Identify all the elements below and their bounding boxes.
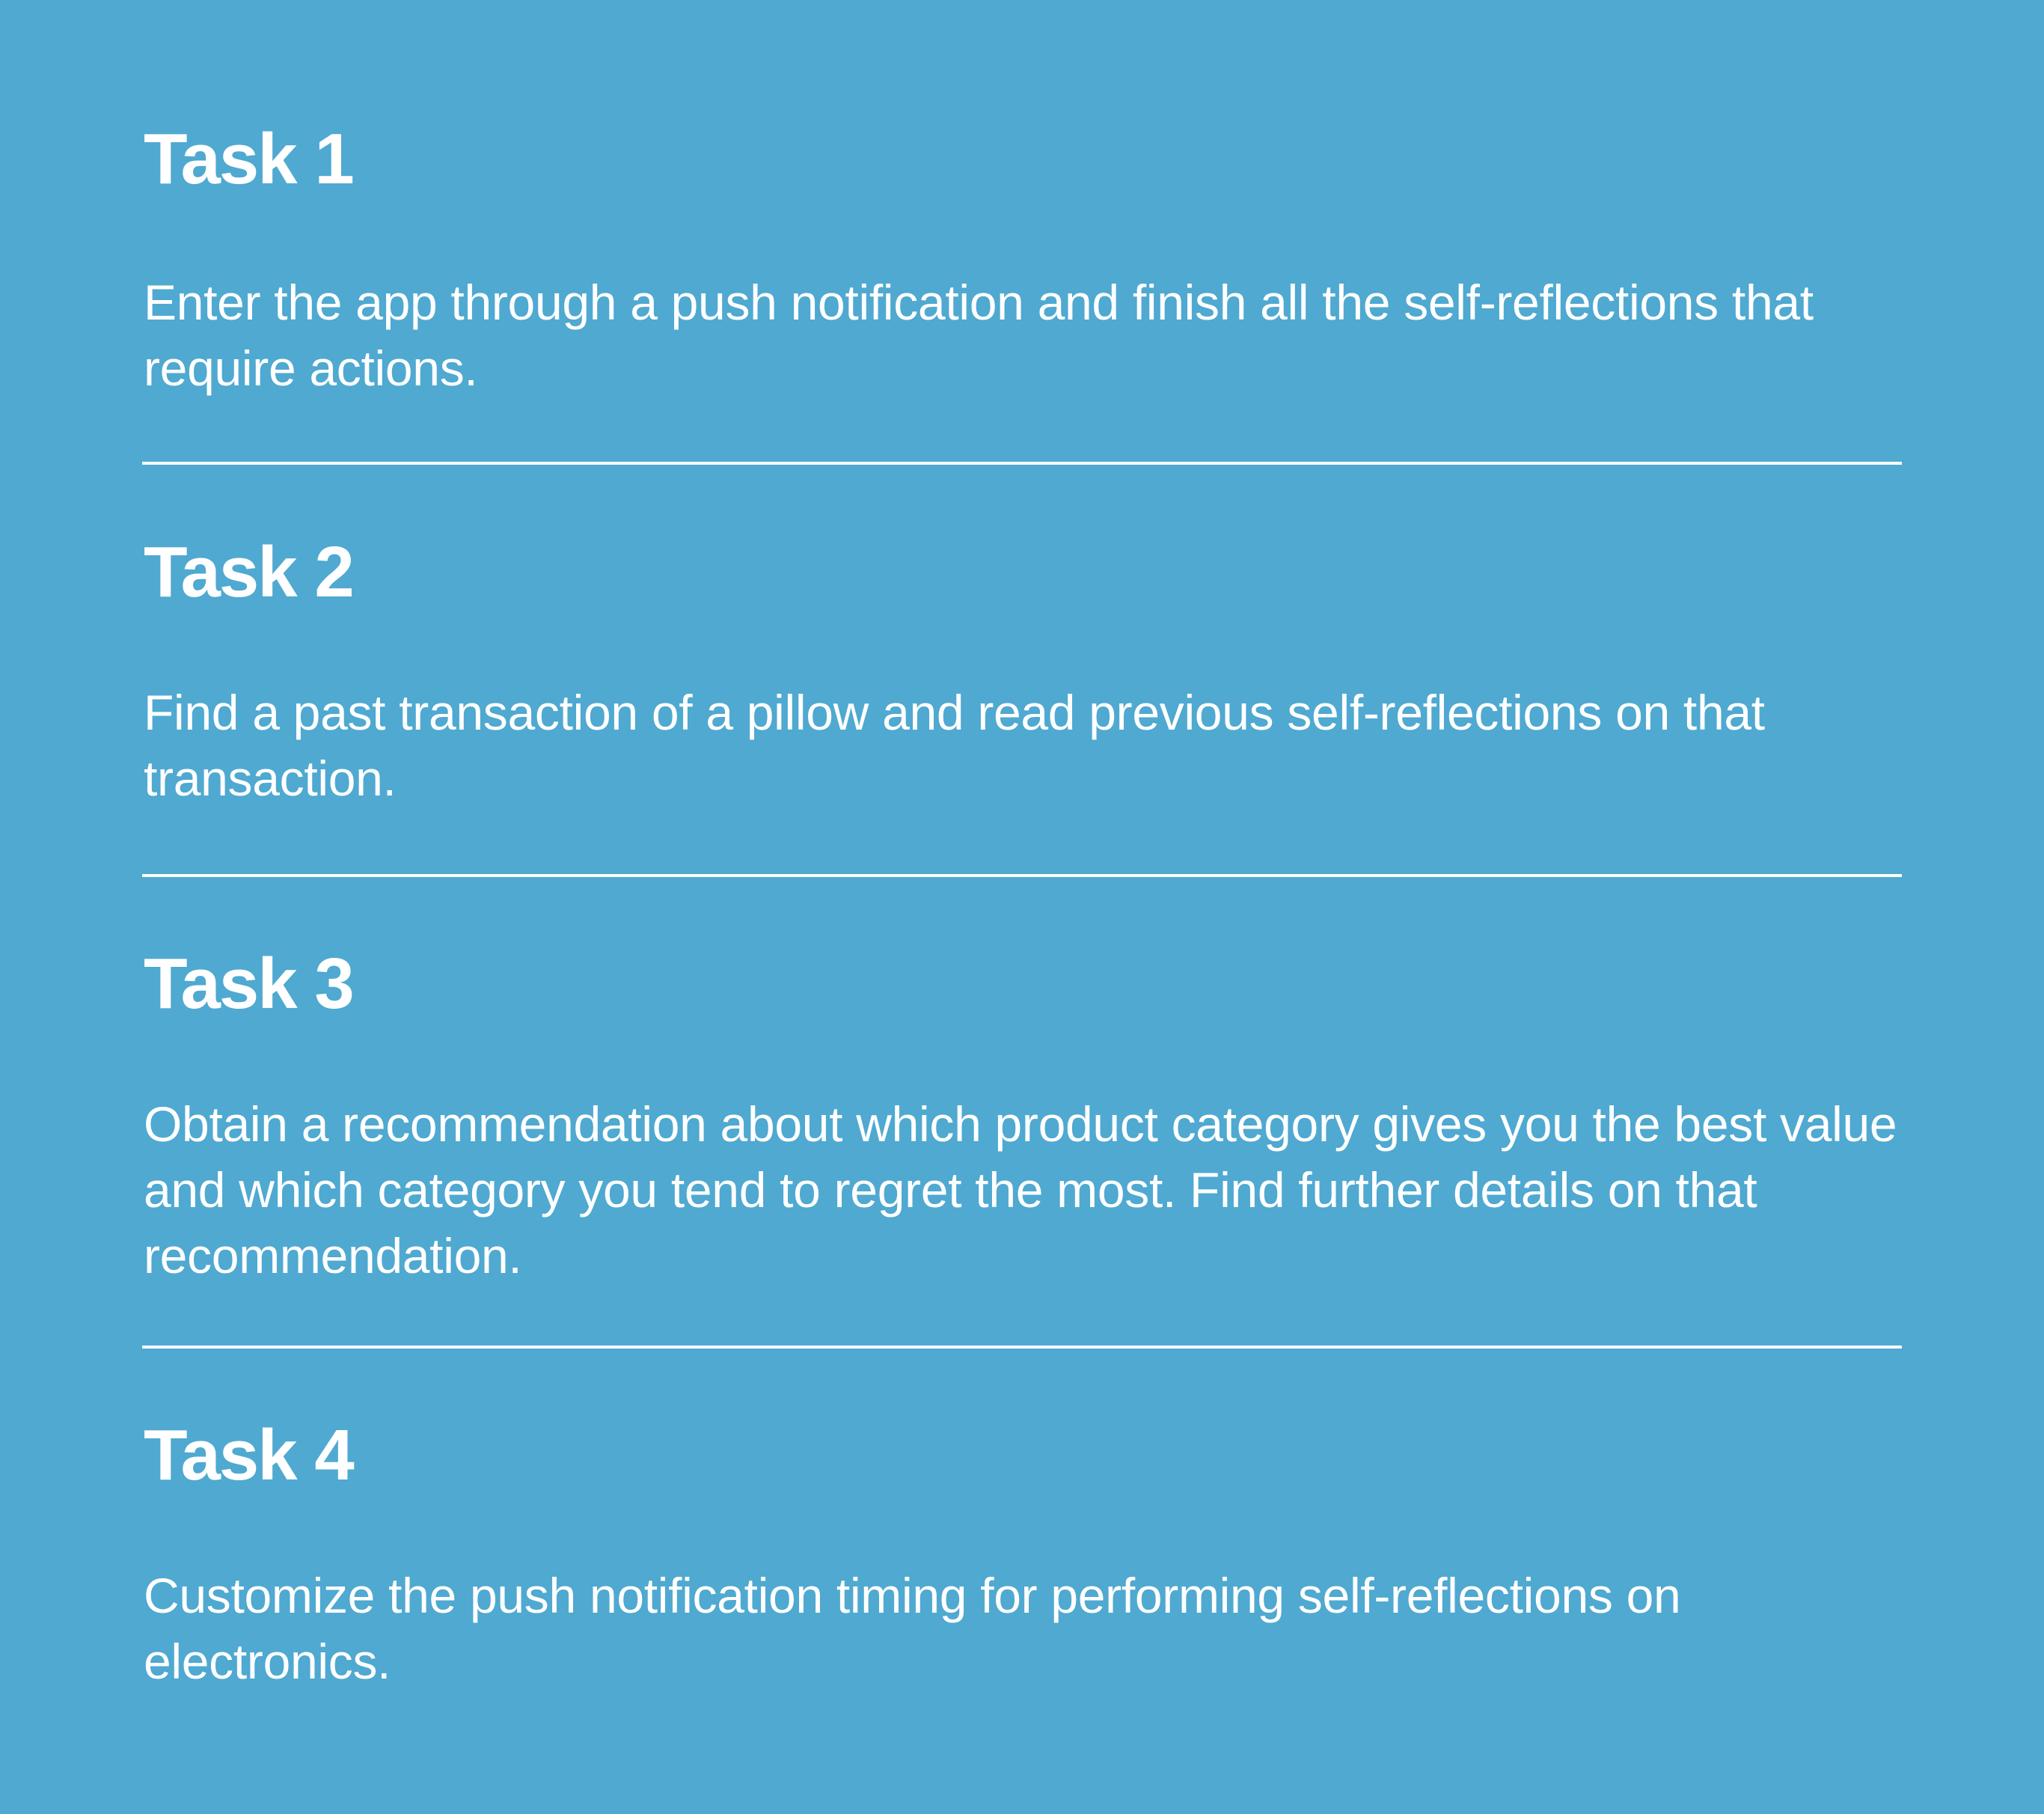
task-2-title: Task 2	[144, 532, 355, 612]
task-divider-3	[142, 1346, 1902, 1349]
task-2-description: Find a past transaction of a pillow and …	[144, 685, 1765, 806]
task-divider-1	[142, 462, 1902, 465]
task-4-description: Customize the push notification timing f…	[144, 1568, 1681, 1689]
task-3-title: Task 3	[144, 944, 355, 1024]
task-1-description: Enter the app through a push notificatio…	[144, 275, 1814, 396]
task-3-description: Obtain a recommendation about which prod…	[144, 1096, 1897, 1283]
task-divider-2	[142, 874, 1902, 877]
task-1-title: Task 1	[144, 119, 355, 199]
task-4-title: Task 4	[144, 1415, 355, 1495]
